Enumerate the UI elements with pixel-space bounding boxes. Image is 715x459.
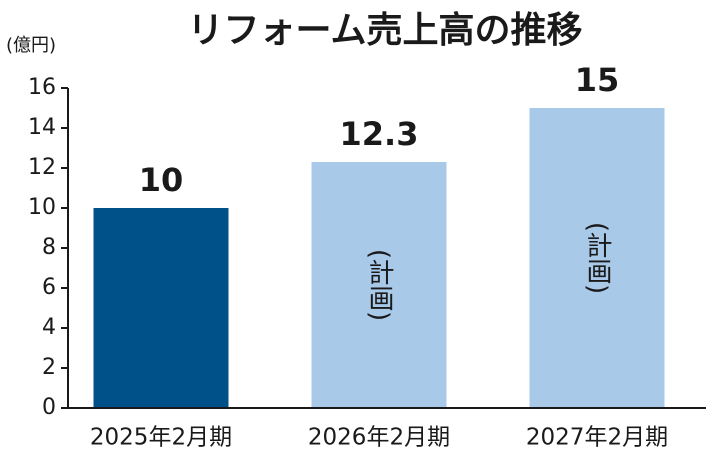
bar-annotation: (計画) bbox=[582, 222, 612, 294]
value-label: 10 bbox=[139, 161, 184, 199]
bar-annotation: (計画) bbox=[364, 249, 394, 321]
bar bbox=[529, 108, 665, 408]
y-tick-label: 14 bbox=[28, 115, 56, 140]
value-label: 12.3 bbox=[340, 115, 419, 153]
y-axis-label: (億円) bbox=[6, 35, 56, 56]
y-tick-label: 10 bbox=[28, 195, 56, 220]
x-tick-label: 2025年2月期 bbox=[90, 425, 232, 451]
x-tick-label: 2026年2月期 bbox=[308, 425, 450, 451]
value-label: 15 bbox=[575, 61, 620, 99]
y-tick-label: 0 bbox=[42, 395, 56, 420]
y-tick-label: 12 bbox=[28, 155, 56, 180]
bar bbox=[311, 162, 447, 408]
y-tick-label: 6 bbox=[42, 275, 56, 300]
bar bbox=[93, 208, 229, 408]
y-tick-label: 16 bbox=[28, 75, 56, 100]
chart-title: リフォーム売上高の推移 bbox=[188, 10, 583, 51]
y-tick-label: 8 bbox=[42, 235, 56, 260]
y-tick-label: 4 bbox=[42, 315, 56, 340]
x-tick-label: 2027年2月期 bbox=[526, 425, 668, 451]
y-tick-label: 2 bbox=[42, 355, 56, 380]
